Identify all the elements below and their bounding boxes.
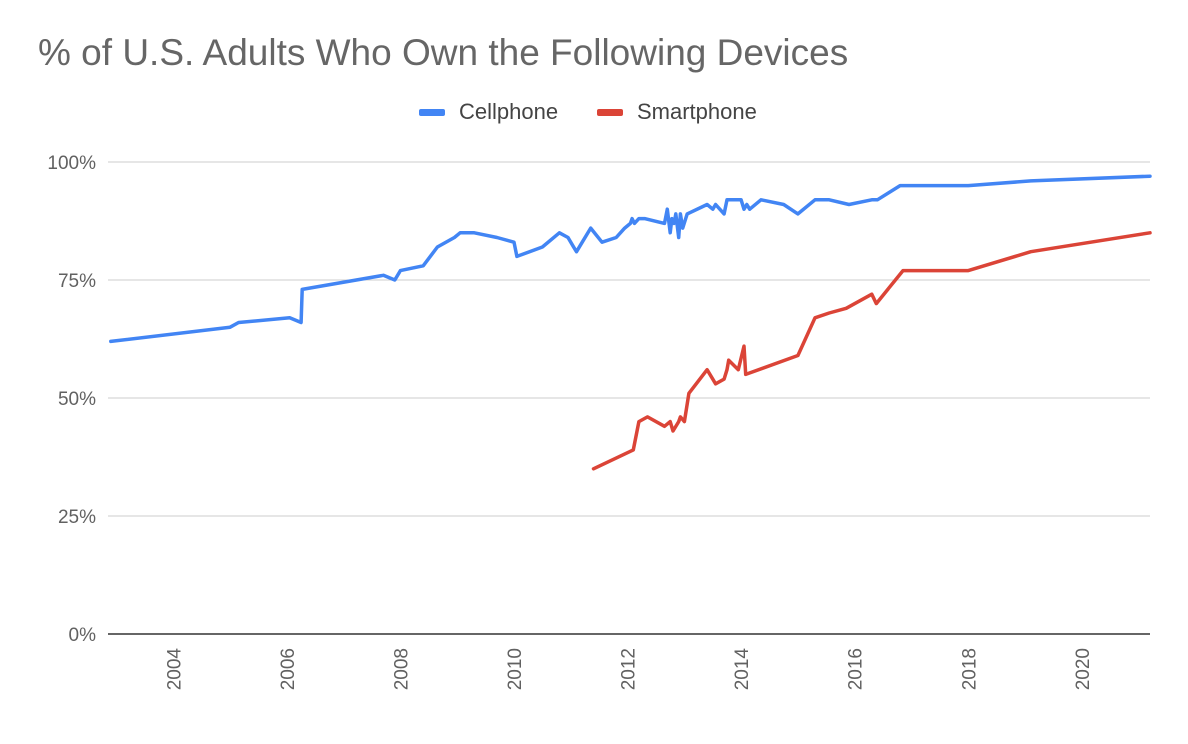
legend-label-cellphone: Cellphone — [459, 99, 559, 124]
legend-label-smartphone: Smartphone — [637, 99, 757, 124]
x-tick-label: 2018 — [959, 648, 980, 690]
chart-title: % of U.S. Adults Who Own the Following D… — [38, 32, 849, 73]
legend-item-cellphone[interactable]: Cellphone — [419, 97, 558, 127]
series-line-smartphone[interactable] — [591, 231, 1152, 471]
x-tick-label: 2004 — [164, 648, 185, 691]
x-tick-label: 2012 — [619, 648, 640, 690]
y-tick-label: 25% — [58, 507, 96, 528]
x-tick-label: 2020 — [1073, 648, 1094, 690]
gridlines — [108, 161, 1150, 517]
y-tick-label: 75% — [58, 271, 96, 292]
y-tick-label: 0% — [69, 625, 97, 646]
legend: Cellphone Smartphone — [0, 97, 1188, 127]
y-axis-ticks: 0% 25% 50% 75% 100% — [47, 153, 96, 646]
x-tick-label: 2008 — [391, 648, 412, 690]
x-axis-ticks: 2004 2006 2008 2010 2012 2014 2016 2018 2020 — [164, 648, 1094, 691]
x-tick-label: 2010 — [505, 648, 526, 690]
legend-swatch-cellphone — [419, 108, 445, 116]
series-line-cellphone[interactable] — [109, 174, 1152, 344]
legend-swatch-smartphone — [597, 108, 623, 116]
legend-item-smartphone[interactable]: Smartphone — [597, 97, 757, 127]
y-tick-label: 50% — [58, 389, 96, 410]
series-lines — [109, 174, 1152, 471]
x-tick-label: 2006 — [278, 648, 299, 690]
x-tick-label: 2016 — [846, 648, 867, 690]
x-tick-label: 2014 — [732, 648, 753, 691]
y-tick-label: 100% — [47, 153, 96, 174]
